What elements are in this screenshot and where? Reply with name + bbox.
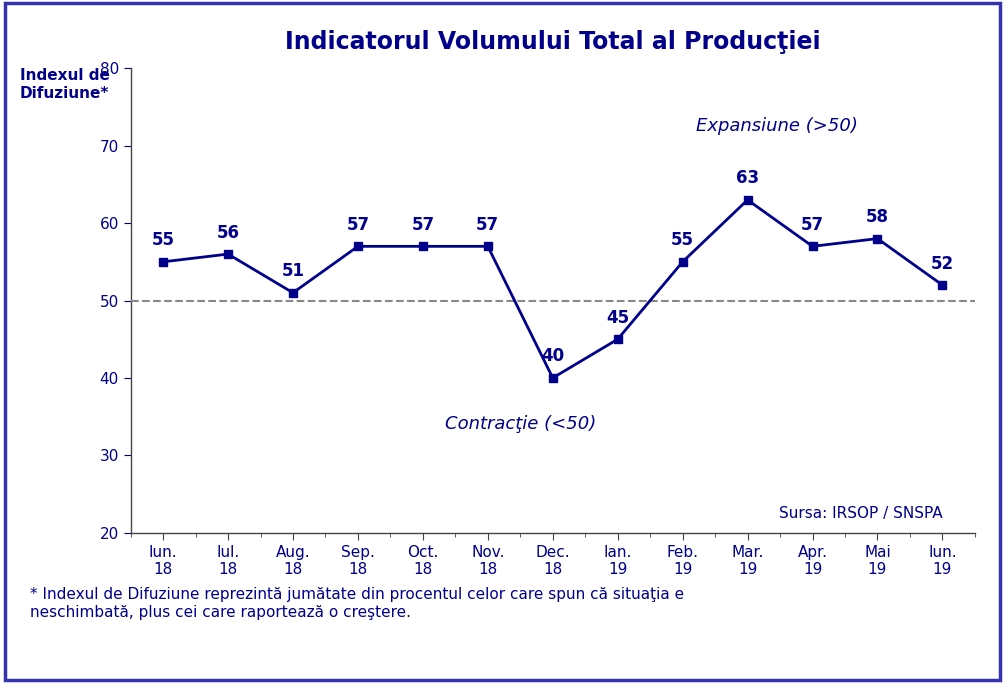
- Text: 51: 51: [281, 262, 305, 280]
- Text: 58: 58: [866, 208, 889, 226]
- Text: 45: 45: [606, 309, 629, 326]
- Text: 52: 52: [931, 255, 954, 273]
- Text: * Indexul de Difuziune reprezintă jumătate din procentul celor care spun că situ: * Indexul de Difuziune reprezintă jumăta…: [30, 587, 684, 619]
- Text: 57: 57: [476, 216, 499, 234]
- Text: Contracţie (<50): Contracţie (<50): [444, 415, 596, 434]
- Title: Indicatorul Volumului Total al Producţiei: Indicatorul Volumului Total al Producţie…: [285, 30, 820, 54]
- Text: 56: 56: [216, 223, 239, 242]
- Text: 63: 63: [736, 169, 759, 187]
- Text: 57: 57: [411, 216, 434, 234]
- Text: 57: 57: [801, 216, 824, 234]
- Text: 55: 55: [671, 232, 694, 249]
- Text: Expansiune (>50): Expansiune (>50): [695, 117, 857, 135]
- Text: 55: 55: [152, 232, 175, 249]
- Text: Indexul de
Difuziune*: Indexul de Difuziune*: [20, 68, 110, 100]
- Text: Sursa: IRSOP / SNSPA: Sursa: IRSOP / SNSPA: [779, 506, 943, 521]
- Text: 57: 57: [347, 216, 370, 234]
- Text: 40: 40: [541, 348, 565, 365]
